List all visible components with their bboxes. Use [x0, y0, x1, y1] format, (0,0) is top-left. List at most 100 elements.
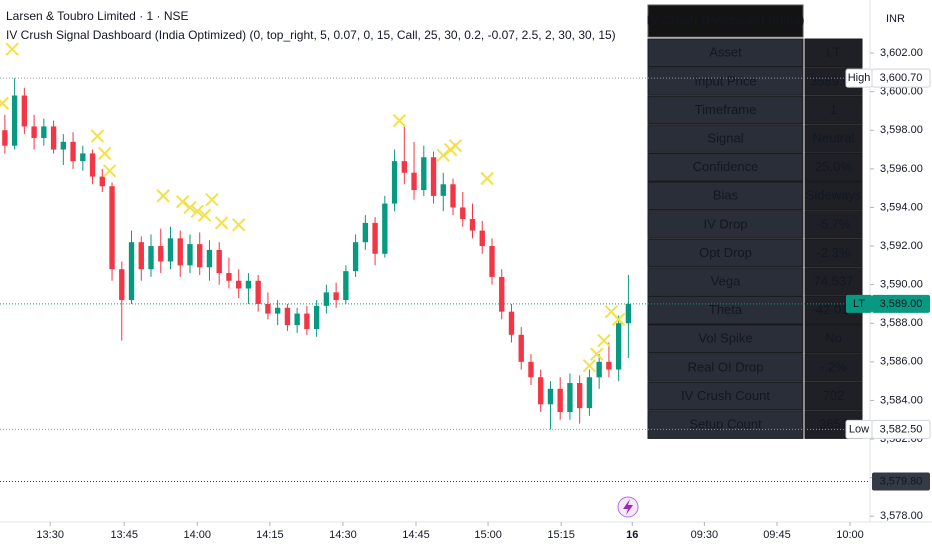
table-label: Opt Drop: [699, 245, 752, 260]
x-tick-label: 16: [626, 529, 638, 541]
candle-body: [401, 161, 407, 173]
table-value-cell: [804, 95, 863, 125]
signal-mark: [392, 113, 407, 128]
table-value-cell: [804, 210, 863, 239]
table-label: Confidence: [693, 159, 759, 174]
candle-body: [479, 230, 485, 247]
candle-body: [226, 273, 232, 281]
table-value: -.2%: [820, 359, 847, 374]
candle-body: [2, 130, 8, 146]
price-label-name-bg: [845, 68, 873, 88]
indicator-title: IV Crush Signal Dashboard (India Optimiz…: [6, 28, 616, 42]
signal-mark: [214, 216, 229, 230]
y-tick-label: 3,584.00: [880, 394, 923, 406]
candle-body: [391, 161, 398, 204]
candle-body: [421, 157, 427, 191]
table-value: 1: [830, 102, 837, 117]
x-tick-label: 15:15: [547, 529, 575, 541]
signal-mark: [611, 312, 626, 327]
signal-mark: [183, 200, 197, 215]
candle-body: [304, 313, 310, 330]
candle-body: [187, 244, 193, 266]
x-tick-label: 09:45: [763, 529, 791, 541]
candle-body: [21, 95, 28, 127]
table-label-cell: [647, 124, 804, 153]
y-tick-label: 3,598.00: [880, 124, 923, 136]
candle-body: [119, 269, 125, 301]
table-value: 25.0%: [815, 159, 852, 174]
table-label-cell: [647, 152, 804, 182]
table-value-cell: [804, 353, 863, 382]
x-tick-label: 14:15: [256, 529, 284, 541]
candle-body: [138, 242, 144, 270]
table-value-cell: [804, 324, 863, 354]
candle-body: [606, 361, 612, 370]
table-label: Timeframe: [695, 102, 757, 117]
candle-body: [31, 126, 37, 138]
x-tick-label: 13:45: [110, 529, 138, 541]
candle-body: [576, 383, 583, 409]
candle-body: [99, 176, 105, 187]
candle-body: [469, 219, 476, 231]
table-value: No: [825, 331, 842, 346]
table-value-cell: [804, 152, 863, 182]
x-tick-label: 14:00: [184, 529, 212, 541]
signal-mark: [190, 204, 204, 219]
candle-body: [11, 95, 18, 146]
signal-mark: [436, 148, 450, 163]
table-label-cell: [647, 38, 804, 68]
price-label-name: LT: [853, 298, 865, 310]
price-label-bg: [872, 472, 930, 491]
price-label: 3,579.80: [880, 475, 923, 487]
table-label: Real OI Drop: [688, 359, 764, 374]
table-value: -42.014: [811, 302, 855, 317]
table-value: LT: [826, 45, 840, 60]
signal-mark: [597, 333, 611, 348]
table-label-cell: [647, 410, 804, 439]
signal-mark: [102, 164, 117, 178]
table-label-cell: [647, 295, 804, 325]
candle-body: [508, 311, 515, 335]
table-label: IV Crush Count: [681, 388, 770, 403]
signal-mark: [98, 146, 112, 161]
lightning-icon: [617, 496, 639, 518]
candle-body: [197, 244, 203, 268]
y-tick-label: 3,596.00: [880, 163, 923, 175]
y-tick-label: 3,588.00: [880, 317, 923, 329]
signal-mark: [90, 129, 105, 143]
candle-body: [323, 292, 330, 306]
candle-body: [274, 307, 281, 314]
candle-body: [567, 383, 573, 413]
candle-body: [128, 242, 135, 301]
y-tick-label: 3,602.00: [880, 47, 923, 59]
table-value: Sideways: [806, 188, 862, 203]
table-title: IV Crush Dashboard (India): [646, 12, 804, 27]
price-label-name-bg: [845, 419, 873, 439]
y-tick-label: 3,600.00: [880, 86, 923, 98]
candle-body: [352, 242, 359, 272]
table-label-cell: [647, 267, 804, 296]
candle-body: [265, 303, 271, 314]
table-value: 74.537: [814, 274, 854, 289]
table-value: 702: [823, 388, 845, 403]
signal-mark: [5, 42, 19, 56]
table-value-cell: [804, 381, 863, 411]
table-label: Setup Count: [689, 417, 762, 432]
x-tick-label: 10:00: [836, 529, 864, 541]
candle-body: [177, 238, 183, 266]
y-tick-label: 3,586.00: [880, 356, 923, 368]
table-label-cell: [647, 181, 804, 211]
x-tick-label: 14:45: [402, 529, 430, 541]
table-label: Signal: [707, 131, 743, 146]
price-label: 3,582.50: [880, 423, 923, 435]
candle-body: [89, 153, 96, 177]
y-tick-label: 3,590.00: [880, 279, 923, 291]
signal-mark: [175, 194, 190, 209]
y-tick-label: 3,578.00: [880, 510, 923, 522]
candle-body: [557, 388, 563, 413]
candle-body: [343, 271, 349, 301]
x-tick-label: 14:30: [329, 529, 357, 541]
table-value-cell: [804, 267, 863, 296]
plot: 3,578.003,580.003,582.003,584.003,586.00…: [0, 42, 923, 541]
